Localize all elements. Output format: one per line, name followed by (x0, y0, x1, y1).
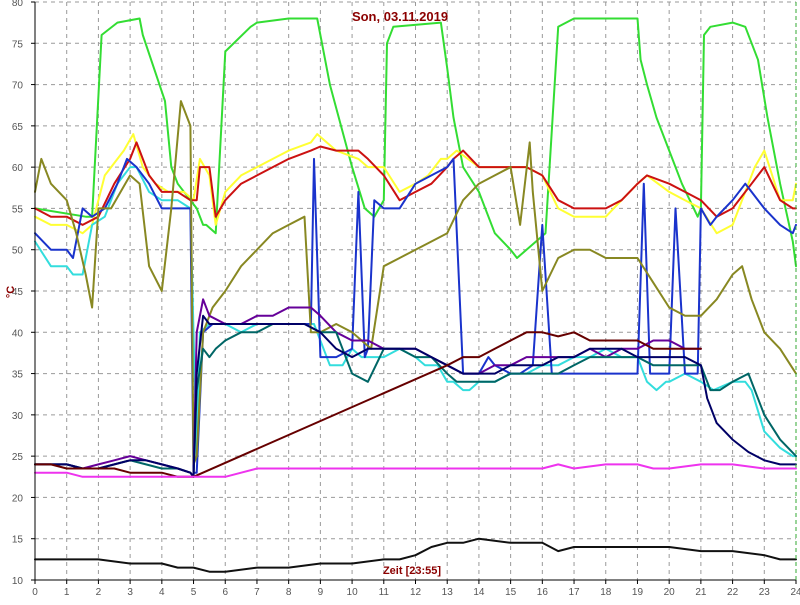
series-line-12 (34, 537, 797, 573)
x-tick-label: 24 (790, 587, 800, 598)
x-tick-label: 7 (254, 587, 260, 598)
x-tick-label: 2 (96, 587, 102, 598)
series-line-9 (34, 314, 797, 478)
x-tick-label: 18 (600, 587, 612, 598)
y-tick-label: 55 (12, 204, 24, 215)
y-axis-label: °C (5, 286, 17, 298)
y-tick-label: 65 (12, 122, 24, 133)
y-tick-label: 20 (12, 493, 24, 504)
x-tick-label: 6 (222, 587, 228, 598)
y-tick-label: 80 (12, 0, 24, 9)
chart-title: Son, 03.11.2019 (352, 9, 448, 24)
series-line-10 (34, 331, 702, 478)
x-tick-label: 1 (64, 587, 70, 598)
x-tick-label: 19 (632, 587, 644, 598)
x-tick-label: 23 (759, 587, 771, 598)
series-line-5 (34, 157, 797, 474)
x-tick-labels: 0 1 2 3 4 5 6 7 8 9 10 11 12 13 14 15 16 17 18 19 20 21 22 23 24 (32, 580, 800, 598)
x-tick-label: 15 (505, 587, 517, 598)
y-tick-label: 10 (12, 576, 24, 587)
grid-lines (35, 1, 796, 580)
x-tick-label: 14 (473, 587, 485, 598)
x-tick-label: 3 (127, 587, 133, 598)
y-tick-label: 40 (12, 328, 24, 339)
y-tick-label: 35 (12, 370, 24, 381)
x-tick-label: 8 (286, 587, 292, 598)
x-tick-label: 4 (159, 587, 165, 598)
y-tick-labels: 10 15 20 25 30 35 40 45 50 55 60 65 70 75 80 (12, 0, 35, 587)
y-tick-label: 25 (12, 452, 24, 463)
x-tick-label: 5 (191, 587, 197, 598)
x-tick-label: 22 (727, 587, 739, 598)
series-group (34, 17, 797, 573)
x-tick-label: 13 (442, 587, 454, 598)
y-tick-label: 50 (12, 246, 24, 257)
y-tick-label: 60 (12, 163, 24, 174)
y-tick-label: 45 (12, 287, 24, 298)
x-tick-label: 0 (32, 587, 38, 598)
x-tick-label: 21 (695, 587, 707, 598)
x-tick-label: 10 (347, 587, 359, 598)
y-tick-label: 30 (12, 411, 24, 422)
x-tick-label: 12 (410, 587, 422, 598)
y-tick-label: 15 (12, 535, 24, 546)
series-line-3 (34, 141, 797, 226)
x-tick-label: 17 (568, 587, 580, 598)
x-tick-label: 16 (537, 587, 549, 598)
x-tick-label: 11 (379, 587, 390, 598)
x-tick-label: 9 (318, 587, 324, 598)
y-tick-label: 75 (12, 39, 24, 50)
x-axis-label: Zeit [23:55] (383, 565, 441, 577)
x-tick-label: 20 (664, 587, 676, 598)
series-line-11 (34, 463, 797, 478)
y-tick-label: 70 (12, 81, 24, 92)
